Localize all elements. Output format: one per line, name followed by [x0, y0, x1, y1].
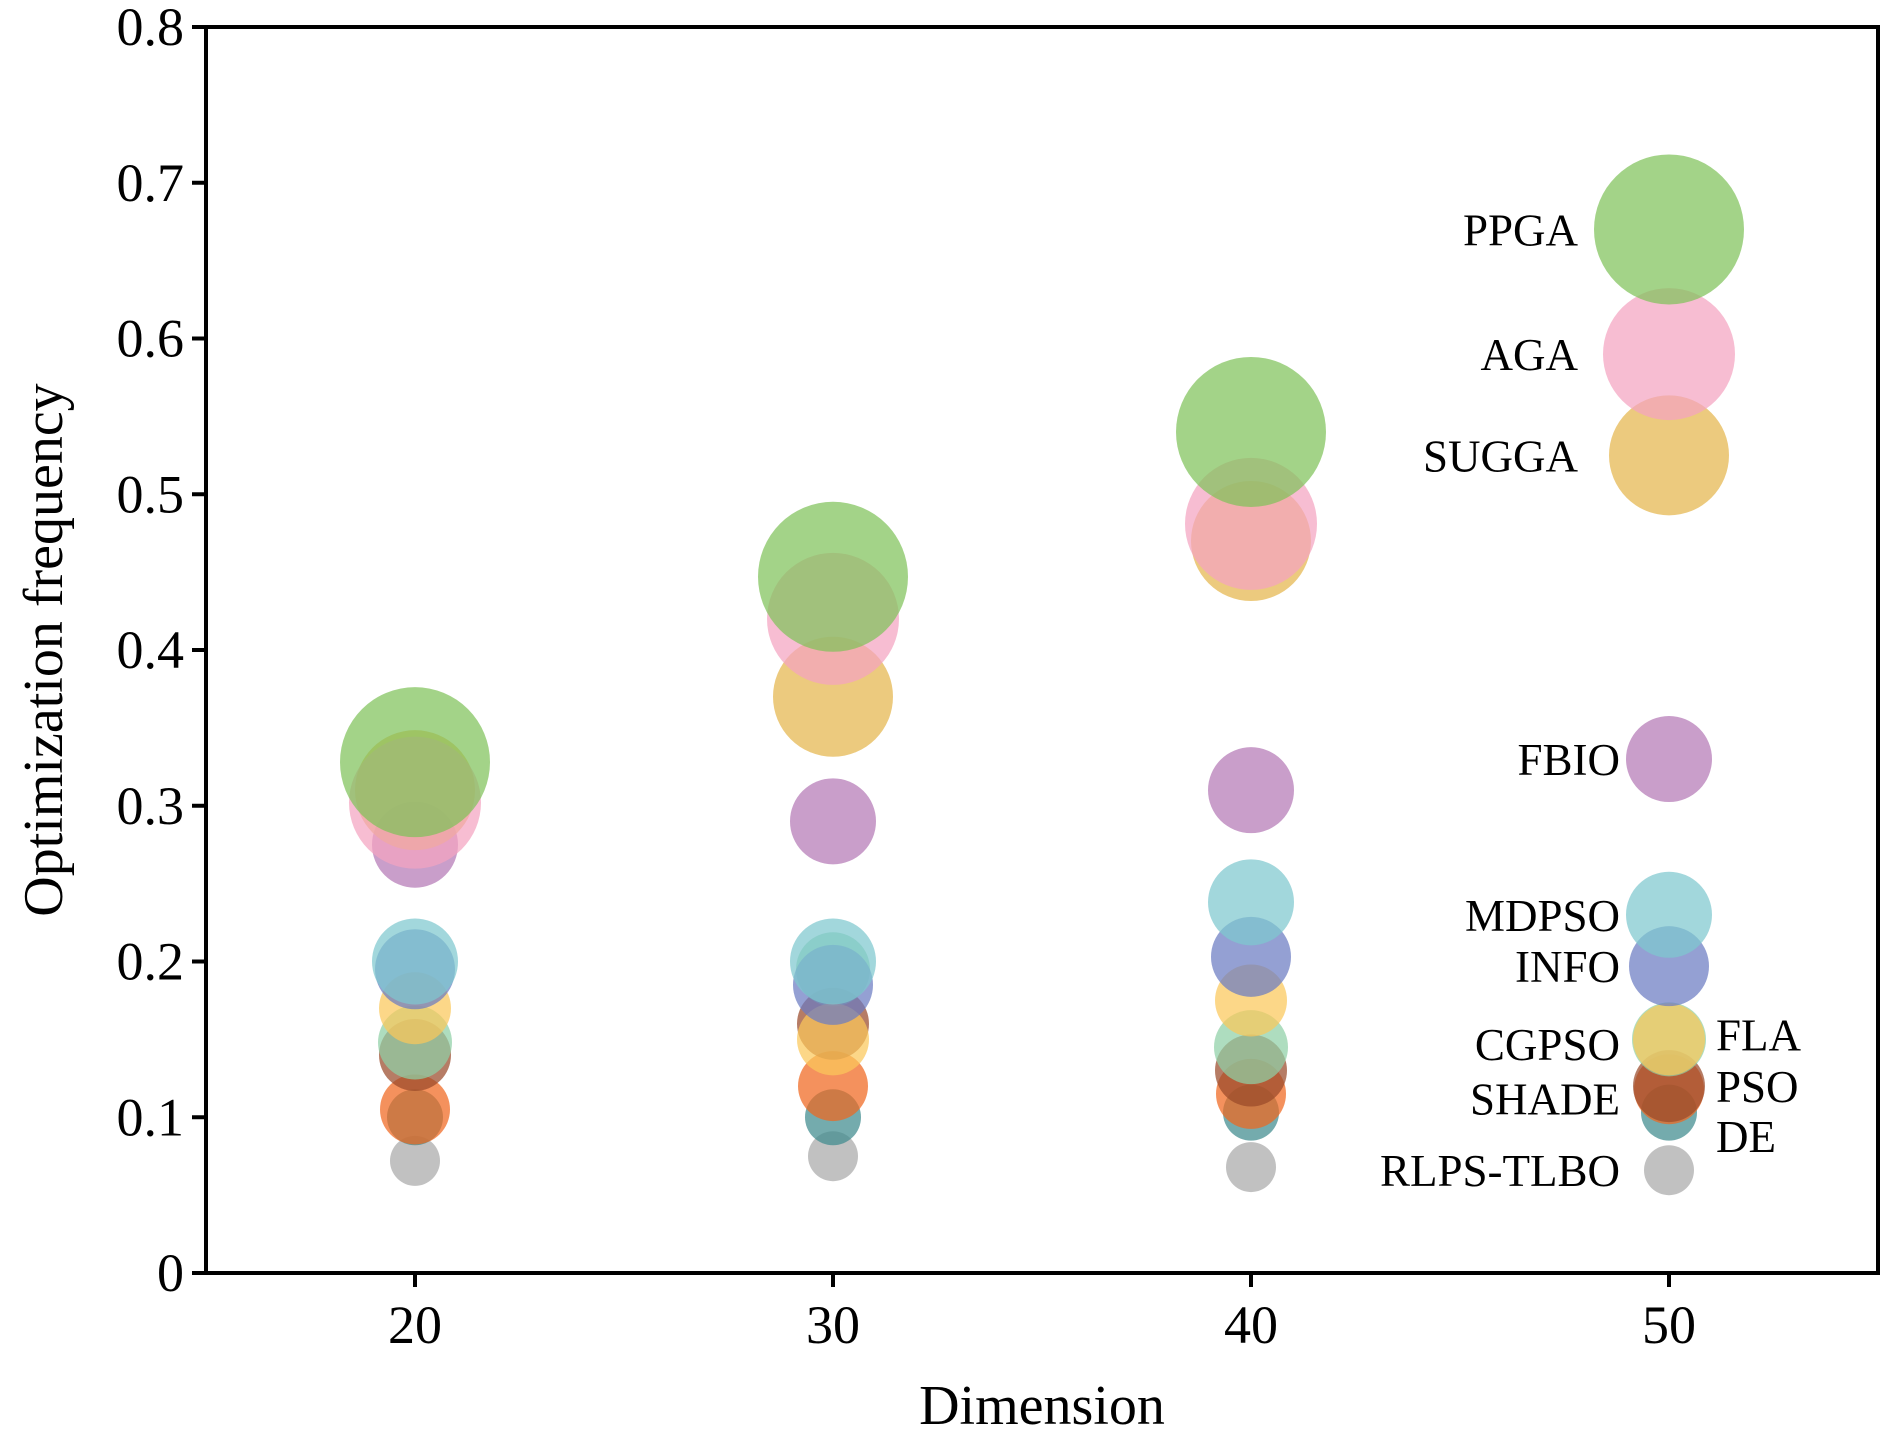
bubble-ppga-20 — [340, 687, 490, 838]
y-tick-label: 0.5 — [117, 464, 185, 524]
y-tick-label: 0.1 — [117, 1087, 185, 1147]
x-axis-label: Dimension — [919, 1375, 1165, 1437]
x-tick-label: 20 — [388, 1295, 442, 1355]
legend-label-aga: AGA — [1481, 330, 1579, 380]
bubbles-layer — [340, 356, 1326, 1193]
legend-label-pso: PSO — [1716, 1062, 1799, 1112]
legend-marker-sugga — [1609, 395, 1729, 516]
y-tick-label: 0.4 — [117, 620, 185, 680]
legend-marker-cgpso — [1633, 1003, 1705, 1076]
x-tick-label: 50 — [1642, 1295, 1696, 1355]
legend-marker-mdpso — [1626, 871, 1712, 958]
y-axis-label: Optimization frequency — [13, 383, 75, 916]
legend-label-ppga: PPGA — [1463, 205, 1579, 255]
legend-label-cgpso: CGPSO — [1475, 1020, 1620, 1070]
legend-label-de: DE — [1716, 1112, 1776, 1162]
bubble-mdpso-20 — [372, 918, 458, 1005]
bubble-rlps-tlbo-40 — [1226, 1142, 1276, 1193]
bubble-cgpso-30 — [797, 1003, 869, 1076]
y-tick-label: 0.6 — [117, 309, 185, 369]
bubble-rlps-tlbo-30 — [808, 1131, 858, 1182]
x-tick-label: 30 — [806, 1295, 860, 1355]
legend-marker-aga — [1603, 288, 1735, 421]
bubble-mdpso-40 — [1208, 859, 1294, 946]
legend-label-rlps-tlbo: RLPS-TLBO — [1380, 1146, 1620, 1196]
legend-marker-rlps-tlbo — [1644, 1145, 1694, 1196]
y-tick-label: 0.2 — [117, 932, 185, 992]
bubble-rlps-tlbo-20 — [390, 1135, 440, 1186]
bubble-ppga-40 — [1176, 356, 1326, 507]
bubble-mdpso-30 — [790, 918, 876, 1005]
bubble-ppga-30 — [758, 501, 908, 652]
bubble-fbio-40 — [1208, 747, 1294, 834]
bubble-fbio-30 — [790, 778, 876, 865]
legend-label-info: INFO — [1515, 942, 1620, 992]
legend-label-sugga: SUGGA — [1423, 431, 1579, 481]
y-tick-label: 0 — [157, 1243, 184, 1303]
bubble-pso-20 — [380, 1074, 450, 1145]
axes: 0 0.1 0.2 0.3 0.4 0.5 0.6 0.7 0.8 20 30 40 50 — [117, 0, 1697, 1355]
legend-label-fbio: FBIO — [1517, 735, 1620, 785]
x-tick-label: 40 — [1224, 1295, 1278, 1355]
y-tick-label: 0.8 — [117, 0, 185, 57]
legend-marker-fbio — [1626, 716, 1712, 803]
legend-label-fla: FLA — [1716, 1011, 1802, 1061]
legend-label-shade: SHADE — [1470, 1075, 1620, 1125]
legend-label-mdpso: MDPSO — [1465, 891, 1620, 941]
y-tick-label: 0.3 — [117, 776, 185, 836]
y-tick-label: 0.7 — [117, 153, 185, 213]
legend-marker-ppga — [1594, 154, 1744, 305]
